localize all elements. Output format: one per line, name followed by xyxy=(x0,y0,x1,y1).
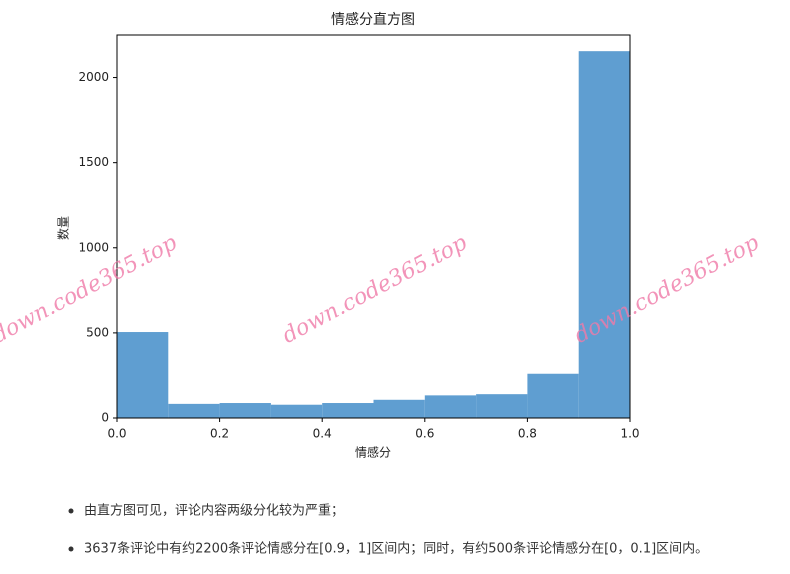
chart-title: 情感分直方图 xyxy=(331,11,415,28)
bullet-dot xyxy=(68,546,74,552)
bar xyxy=(168,403,220,418)
x-tick-label: 0.8 xyxy=(518,427,537,441)
bar xyxy=(117,332,169,418)
y-axis-label: 数量 xyxy=(56,216,71,240)
bullet-dot xyxy=(68,508,74,514)
x-tick-label: 0.6 xyxy=(415,427,434,441)
bullet-text: 由直方图可见，评论内容两级分化较为严重； xyxy=(84,503,344,519)
y-tick-label: 0 xyxy=(101,411,109,425)
x-tick-label: 0.4 xyxy=(313,427,332,441)
bar xyxy=(270,404,323,418)
bar xyxy=(578,51,630,418)
bar xyxy=(476,394,528,418)
bar xyxy=(373,399,425,418)
bullet-text: 3637条评论中有约2200条评论情感分在[0.9，1]区间内；同时，有约500… xyxy=(84,541,708,557)
bar xyxy=(424,395,477,418)
x-axis-label: 情感分 xyxy=(355,445,391,460)
bar xyxy=(219,403,271,418)
bar xyxy=(322,403,374,418)
plot-frame xyxy=(116,34,631,419)
bar xyxy=(527,373,579,418)
watermark: down.code365.top xyxy=(278,230,471,348)
x-tick-label: 0.0 xyxy=(107,427,126,441)
y-tick-label: 1500 xyxy=(78,155,109,169)
y-tick-label: 2000 xyxy=(78,70,109,84)
x-tick-label: 1.0 xyxy=(620,427,639,441)
x-tick-label: 0.2 xyxy=(210,427,229,441)
y-tick-label: 1000 xyxy=(78,240,109,254)
y-tick-label: 500 xyxy=(86,325,109,339)
